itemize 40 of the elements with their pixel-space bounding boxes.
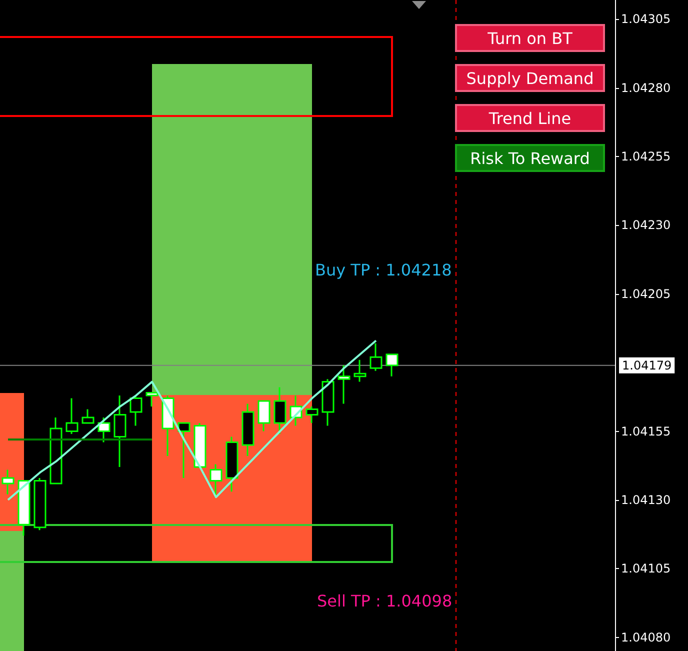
candlestick [386, 354, 398, 378]
ref-line-label: 1.04179 [622, 358, 672, 372]
annotation: Sell TP : 1.04098 [317, 592, 452, 610]
candlestick [66, 398, 78, 435]
candlestick [258, 400, 270, 432]
y-tick-label: 1.04080 [621, 630, 671, 644]
y-tick-label: 1.04305 [621, 12, 671, 26]
y-tick-label: 1.04130 [621, 492, 671, 507]
candlestick [130, 394, 142, 427]
text: Turn on BT [455, 24, 605, 52]
candlestick [114, 394, 126, 468]
y-tick-label: 1.04205 [621, 286, 671, 301]
candlestick [34, 477, 46, 531]
candlestick [274, 386, 286, 435]
candlestick [306, 406, 318, 424]
candlestick [98, 416, 110, 443]
candlestick [226, 436, 238, 492]
text: Trend Line [455, 104, 605, 132]
candlestick [210, 463, 222, 498]
candlestick [18, 480, 30, 536]
y-tick-label: 1.04280 [621, 80, 671, 95]
candlestick [370, 342, 382, 372]
candlestick [338, 364, 350, 405]
candlestick [50, 416, 62, 484]
candlestick [242, 403, 254, 457]
candlestick [354, 359, 366, 383]
candlestick [322, 378, 334, 427]
candlestick [2, 468, 14, 496]
text: Risk To Reward [455, 144, 605, 172]
line-series [7, 340, 377, 501]
y-tick-label: 1.04155 [621, 424, 671, 438]
text: Supply Demand [455, 64, 605, 92]
y-tick-label: 1.04105 [621, 562, 671, 576]
y-tick-label: 1.04255 [621, 150, 671, 164]
annotation: Buy TP : 1.04218 [315, 260, 452, 280]
candlestick [194, 422, 206, 468]
candlestick [178, 422, 190, 479]
y-tick-label: 1.04230 [621, 218, 671, 232]
candlestick [146, 392, 158, 408]
candlestick [82, 408, 94, 424]
